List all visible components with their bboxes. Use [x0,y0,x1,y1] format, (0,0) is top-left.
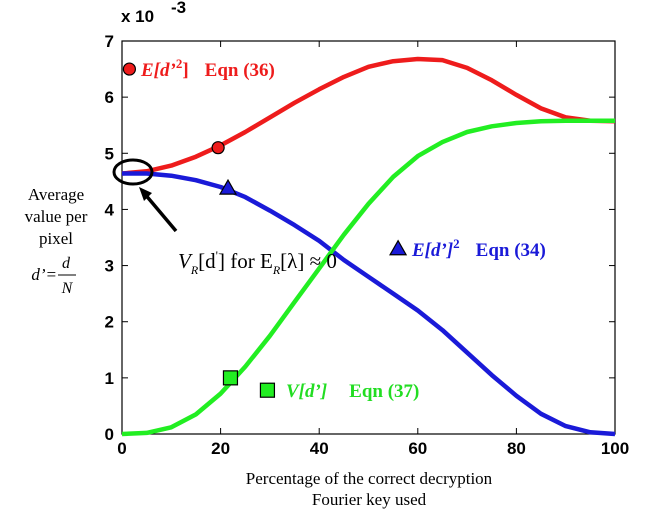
y-tick-label: 5 [105,144,114,163]
y-axis-formula-lhs: d’= [31,265,57,284]
y-axis-formula-numerator: d [62,255,71,272]
annotation-sub-r2: R [272,263,281,277]
y-tick-label: 4 [105,200,115,219]
y-axis-label: Average value per pixel d’= d N [25,185,88,297]
circle-marker [122,62,136,76]
annotation-prime: ' [216,248,218,263]
y-tick-label: 2 [105,313,114,332]
annotation-for-e: ] for E [218,249,273,273]
label-e-d-sq-eqn: Eqn (34) [476,240,546,261]
triangle-marker [389,239,408,256]
square-marker [222,370,239,386]
y-multiplier-exponent: -3 [171,0,186,17]
y-tick-label: 3 [105,257,114,276]
label-v-d-main: V[d’] [286,381,327,402]
y-axis-label-line-1: Average [28,185,84,204]
annotation-tail: [λ] ≈ 0 [280,249,337,273]
label-v-d-eqn: Eqn (37) [349,381,419,402]
y-tick-label: 7 [105,32,114,51]
annotation-ellipse [112,158,154,186]
label-e-d-sq-sup: 2 [453,236,460,251]
label-e-d-sq: E[d’]2 Eqn (34) [411,236,546,261]
label-e-d2-main: E[d’ [140,60,176,81]
x-tick-label: 20 [211,439,230,458]
x-tick-label: 60 [408,439,427,458]
series-line-e-d-squared [122,171,616,437]
plot-area [121,40,616,435]
label-e-d2-close: ] [182,60,188,81]
square-marker [259,382,276,398]
series-markers [122,62,408,398]
y-axis-label-line-2: value per [25,207,88,226]
x-axis-label-line-2: Fourier key used [312,490,427,509]
annotation-arrow-head [139,187,152,201]
y-axis-formula-denominator: N [61,280,74,297]
y-tick-label: 0 [105,425,114,444]
x-tick-label: 100 [601,439,629,458]
series-lines [121,56,616,437]
x-tick-label: 80 [507,439,526,458]
triangle-marker [218,178,238,195]
annotation-sub-r: R [190,263,199,277]
circle-marker [211,141,225,155]
y-tick-label: 1 [105,369,114,388]
x-tick-label: 0 [117,439,126,458]
label-e-d2-sup: 2 [176,56,183,71]
label-e-d2-eqn: Eqn (36) [205,60,275,81]
label-e-d2: E[d’2] Eqn (36) [140,56,275,81]
label-e-d-sq-main: E[d’] [411,240,453,261]
x-tick-label: 40 [310,439,329,458]
series-line-e-d2 [121,56,616,176]
y-multiplier: x 10 -3 [121,0,186,26]
y-axis-label-line-3: pixel [39,229,73,248]
x-axis-label-line-1: Percentage of the correct decryption [246,469,493,488]
annotation-v: V [178,249,193,273]
series-line-v-d [121,118,615,437]
y-tick-label: 6 [105,88,114,107]
y-multiplier-base: x 10 [121,7,154,26]
label-v-d: V[d’] Eqn (37) [286,381,419,402]
annotation-arrow-shaft [142,191,178,233]
annotation-bracket: [d [198,249,216,273]
annotation-text: VR[d'] for ER[λ] ≈ 0 [178,248,337,277]
